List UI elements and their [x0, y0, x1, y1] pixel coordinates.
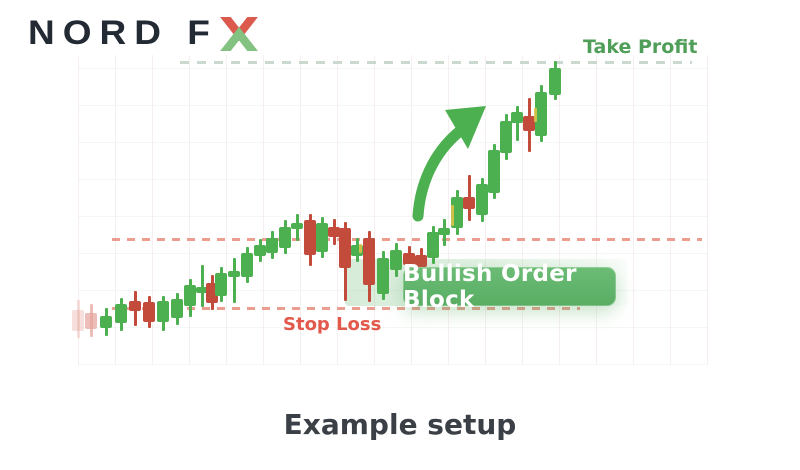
order-block-label: Bullish Order Block — [403, 261, 616, 313]
candle-body — [511, 112, 523, 123]
candle-body — [476, 184, 488, 215]
candle-body — [291, 223, 303, 229]
candle-body — [363, 238, 375, 285]
candle-body — [115, 304, 127, 323]
liquidity-accent — [451, 205, 454, 226]
candle-body — [129, 301, 141, 311]
candle-body — [415, 255, 427, 267]
candle-body — [463, 197, 475, 209]
candle-body — [549, 68, 561, 95]
candle-wick — [232, 258, 236, 303]
candle-body — [488, 150, 500, 193]
candle-body — [403, 253, 415, 265]
candle-body — [304, 220, 316, 255]
candle-wick — [200, 265, 204, 307]
chart-grid — [78, 55, 708, 365]
order-block-top-line — [112, 238, 702, 241]
candle-body — [184, 285, 196, 306]
candle-body — [266, 238, 278, 253]
candle-body — [228, 271, 240, 277]
logo-wordmark: NORD F — [28, 13, 218, 52]
candle-wick — [515, 106, 519, 141]
candle-body — [451, 197, 463, 228]
stop-loss-label: Stop Loss — [283, 314, 382, 335]
candle-body — [143, 302, 155, 322]
up-arrow-icon — [398, 98, 503, 223]
candle-body — [523, 116, 535, 131]
candle-body — [171, 299, 183, 318]
take-profit-label: Take Profit — [583, 36, 698, 58]
candle-body — [85, 313, 97, 329]
candle-body — [535, 92, 547, 136]
order-block-label-text: Bullish Order Block — [403, 260, 577, 313]
candle-body — [241, 253, 253, 277]
take-profit-line — [180, 61, 692, 64]
caption-title: Example setup — [283, 408, 517, 441]
candle-body — [377, 258, 389, 294]
liquidity-accent — [359, 244, 362, 253]
candle-body — [316, 223, 328, 252]
candle-body — [196, 287, 208, 293]
stop-loss-line — [112, 307, 580, 310]
logo-x-icon — [219, 17, 258, 51]
candle-body — [215, 273, 227, 296]
candle-body — [351, 245, 363, 256]
candle-body — [438, 228, 450, 235]
candle-body — [254, 245, 266, 256]
candle-body — [427, 232, 439, 258]
candle-wick — [76, 300, 80, 338]
candle-body — [328, 227, 340, 237]
candle-body — [279, 227, 291, 248]
candle-body — [72, 310, 84, 331]
nordfx-logo: NORD F — [28, 12, 260, 54]
candle-body — [390, 250, 402, 270]
candle-body — [100, 316, 112, 328]
candle-body — [157, 301, 169, 322]
candle-body — [500, 121, 512, 153]
liquidity-accent — [534, 108, 537, 122]
candle-body — [339, 228, 351, 268]
